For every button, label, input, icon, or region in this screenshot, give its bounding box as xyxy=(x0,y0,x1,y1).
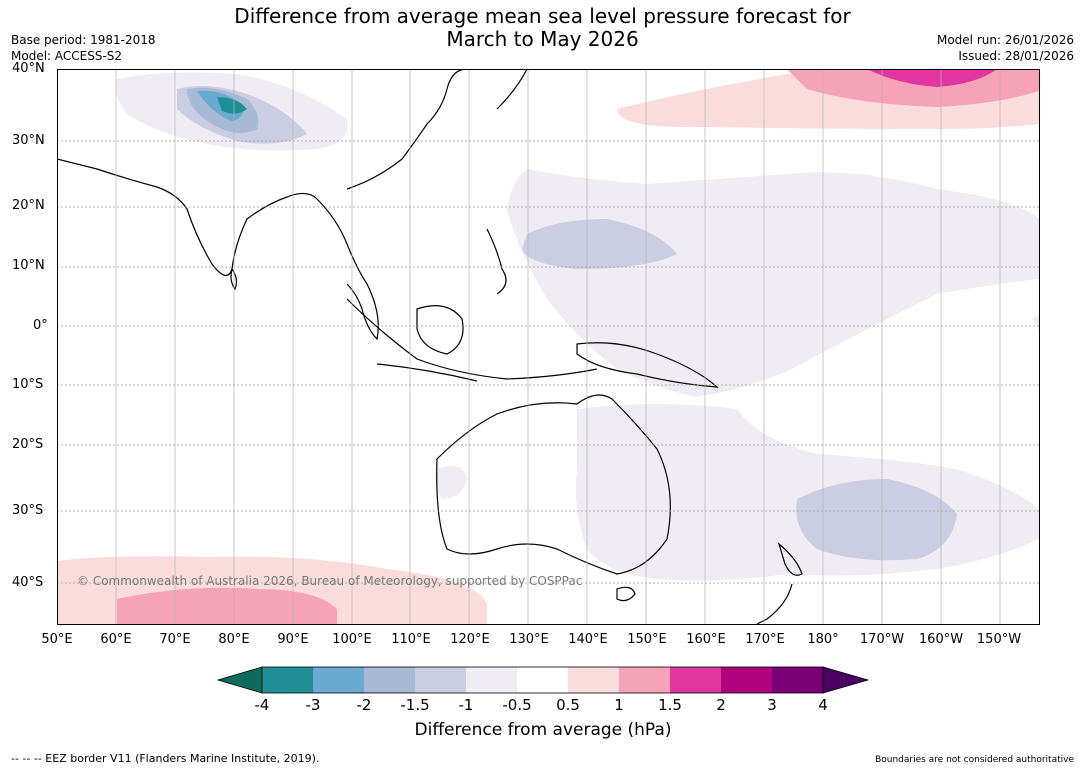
colorbar-cell xyxy=(415,667,466,693)
coast-philippines xyxy=(486,228,507,295)
moderate-negative-tasman xyxy=(796,479,957,561)
colorbar-cell xyxy=(313,667,364,693)
coast-borneo xyxy=(416,305,464,355)
model-name: Model: ACCESS-S2 xyxy=(11,49,123,63)
colorbar-tick-label: 2 xyxy=(716,696,726,714)
lat-label: 30°S xyxy=(12,503,44,518)
lat-label: 30°N xyxy=(12,133,45,148)
lon-label: 170°E xyxy=(745,632,785,647)
colorbar-tick-label: 1 xyxy=(614,696,624,714)
positive-anomaly-southern-ocean-mid xyxy=(117,587,337,624)
colorbar-tick-label: 4 xyxy=(818,696,828,714)
coast-tasmania xyxy=(616,586,636,602)
lon-label: 100°E xyxy=(332,632,372,647)
meridians xyxy=(115,69,1001,624)
colorbar-outline xyxy=(261,666,824,694)
colorbar-cell xyxy=(517,667,568,693)
title-line-1: Difference from average mean sea level p… xyxy=(234,4,851,28)
lon-label: 180° xyxy=(807,632,839,647)
colorbar-cell xyxy=(262,667,313,693)
colorbar xyxy=(217,666,869,694)
colorbar-tick-label: 1.5 xyxy=(658,696,682,714)
colorbar-tick-label: 3 xyxy=(767,696,777,714)
colorbar-tick-label: -1.5 xyxy=(400,696,430,714)
coast-indonesia xyxy=(346,298,598,380)
colorbar-cells xyxy=(217,666,869,694)
colorbar-tick-label: -2 xyxy=(356,696,372,714)
title-line-2: March to May 2026 xyxy=(446,27,639,51)
lat-label: 10°N xyxy=(12,258,45,273)
base-period: Base period: 1981-2018 xyxy=(11,33,156,47)
lon-label: 140°E xyxy=(568,632,608,647)
coast-sri-lanka xyxy=(230,267,238,291)
strongest-negative-himalaya xyxy=(217,97,247,114)
meta-left: Base period: 1981-2018 Model: ACCESS-S2 xyxy=(11,32,156,64)
coast-java xyxy=(376,363,478,382)
positive-anomaly-east-equator xyxy=(1032,314,1039,331)
lon-label: 160°E xyxy=(686,632,726,647)
issued-date: Issued: 28/01/2026 xyxy=(958,49,1074,63)
eez-legend: -- -- -- EEZ border V11 (Flanders Marine… xyxy=(11,752,320,765)
model-run: Model run: 26/01/2026 xyxy=(936,33,1074,47)
colorbar-extend-low xyxy=(217,666,263,694)
lat-label: 40°N xyxy=(12,61,45,76)
map-svg xyxy=(57,69,1039,624)
lon-label: 130°E xyxy=(509,632,549,647)
coast-new-zealand-north xyxy=(777,542,803,576)
map-title: Difference from average mean sea level p… xyxy=(150,5,935,51)
lat-label: 0° xyxy=(33,318,48,333)
coast-arabia-india xyxy=(57,158,318,276)
negative-anomaly-west-pacific xyxy=(507,169,1039,397)
coast-indochina xyxy=(316,198,379,341)
colorbar-cell xyxy=(568,667,619,693)
lon-label: 90°E xyxy=(277,632,309,647)
coast-china xyxy=(346,69,468,190)
negative-anomaly-australia xyxy=(575,404,1039,581)
coast-japan xyxy=(496,69,528,110)
colorbar-cell xyxy=(619,667,670,693)
colorbar-cell xyxy=(772,667,823,693)
coast-new-guinea xyxy=(576,342,719,388)
colorbar-cell xyxy=(364,667,415,693)
colorbar-tick-label: -0.5 xyxy=(502,696,532,714)
coast-new-zealand-south xyxy=(756,583,793,624)
colorbar-cell xyxy=(466,667,517,693)
copyright-notice: © Commonwealth of Australia 2026, Bureau… xyxy=(77,574,583,588)
colorbar-tick-label: -3 xyxy=(305,696,321,714)
lon-label: 60°E xyxy=(100,632,132,647)
lat-label: 20°S xyxy=(12,437,44,452)
coast-australia xyxy=(436,394,671,575)
meta-right: Model run: 26/01/2026 Issued: 28/01/2026 xyxy=(937,32,1074,64)
colorbar-tick-label: 0.5 xyxy=(556,696,580,714)
coastlines xyxy=(57,69,803,624)
anomaly-shading xyxy=(57,69,1039,624)
colorbar-title: Difference from average (hPa) xyxy=(414,720,672,740)
boundaries-disclaimer: Boundaries are not considered authoritat… xyxy=(875,755,1074,765)
lon-label: 70°E xyxy=(159,632,191,647)
lon-label: 170°W xyxy=(859,632,905,647)
negative-anomaly-indian-ocean xyxy=(435,465,467,499)
lon-label: 150°E xyxy=(627,632,667,647)
lon-label: 110°E xyxy=(391,632,431,647)
moderate-negative-philippine-sea xyxy=(522,219,677,269)
lon-label: 150°W xyxy=(976,632,1022,647)
colorbar-cell xyxy=(721,667,772,693)
lon-label: 120°E xyxy=(450,632,490,647)
lon-label: 50°E xyxy=(41,632,73,647)
colorbar-cell xyxy=(670,667,721,693)
lat-label: 20°N xyxy=(12,198,45,213)
map-panel[interactable]: © Commonwealth of Australia 2026, Bureau… xyxy=(57,69,1039,624)
lon-label: 160°W xyxy=(918,632,964,647)
colorbar-tick-label: -1 xyxy=(458,696,474,714)
positive-anomaly-north-pacific-strong xyxy=(867,69,997,87)
colorbar-extend-high xyxy=(822,666,869,694)
lat-label: 10°S xyxy=(12,377,44,392)
lon-label: 80°E xyxy=(218,632,250,647)
colorbar-tick-label: -4 xyxy=(254,696,270,714)
lat-label: 40°S xyxy=(12,575,44,590)
